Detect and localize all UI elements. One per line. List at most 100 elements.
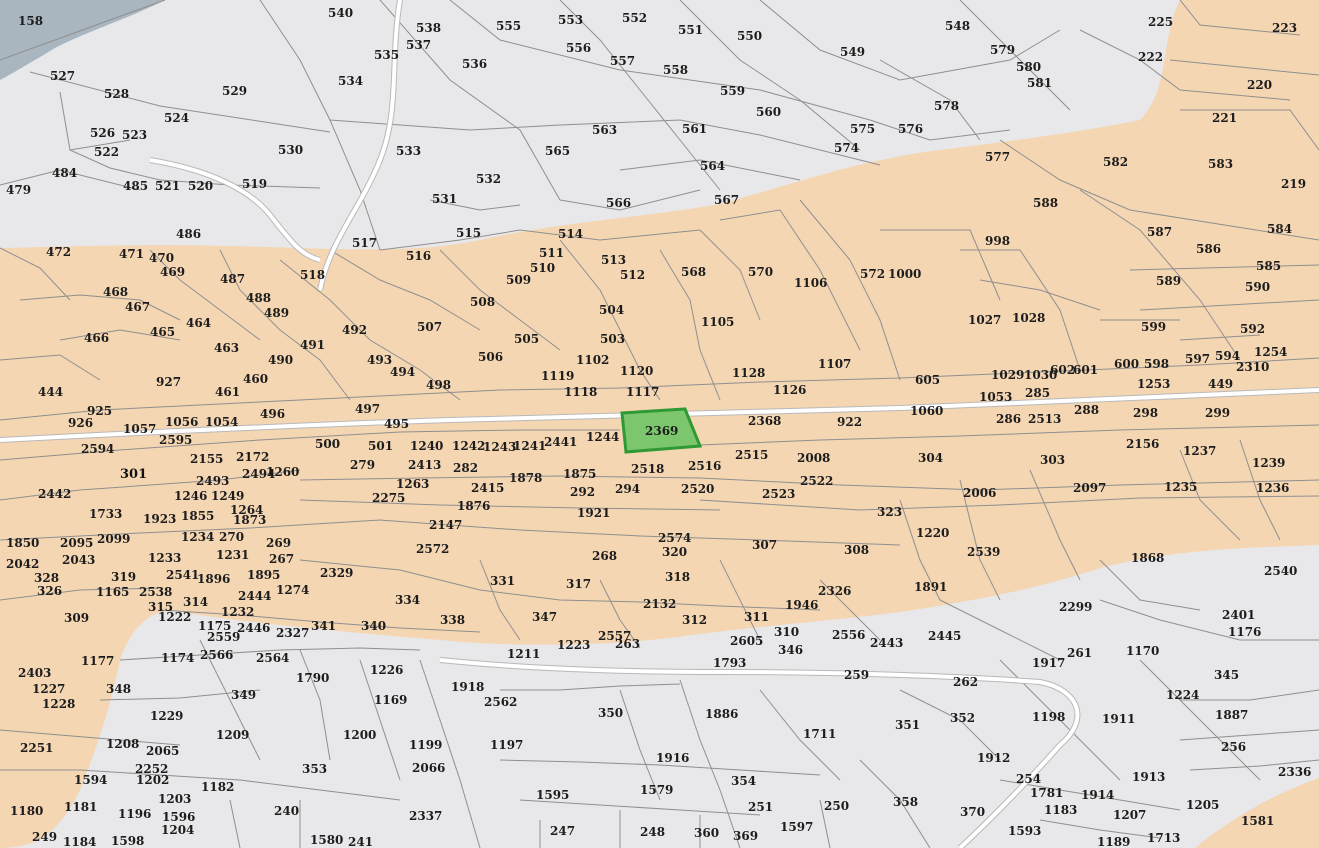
parcel-label: 315 [148,600,173,614]
parcel-boundary [519,799,761,816]
parcel-label: 549 [840,45,865,59]
parcel-boundary [659,249,721,401]
parcel-label: 270 [219,530,244,544]
parcel-label: 1896 [197,572,230,586]
parcel-label: 522 [94,145,119,159]
parcel-boundary [0,469,301,501]
parcel-boundary [1180,109,1319,151]
parcel-label: 1913 [1132,770,1165,784]
parcel-label: 1733 [89,507,122,521]
parcel-label: 319 [111,570,136,584]
parcel-label: 479 [6,183,31,197]
parcel-label: 552 [622,11,647,25]
parcel-label: 292 [570,485,595,499]
parcel-label: 1228 [42,697,75,711]
parcel-label: 467 [125,300,150,314]
parcel-label: 534 [338,74,363,88]
parcel-label: 530 [278,143,303,157]
parcel-boundary [0,429,620,461]
parcel-boundary [1079,29,1291,101]
parcel-boundary [699,229,761,321]
parcel-label: 578 [934,99,959,113]
parcel-label: 2539 [967,545,1000,559]
parcel-boundary [1129,264,1319,271]
parcel-label: 1102 [576,353,609,367]
parcel-boundary [419,659,481,848]
parcel-label: 1914 [1081,788,1114,802]
parcel-label: 299 [1205,406,1230,420]
parcel-boundary [959,479,1001,601]
parcel-label: 1207 [1113,808,1146,822]
parcel-label: 2566 [200,648,233,662]
parcel-label: 2327 [276,626,309,640]
parcel-label: 1243 [483,440,516,454]
parcel-boundary [0,587,161,601]
parcel-boundary [819,579,881,641]
parcel-label: 1916 [656,751,689,765]
parcel-boundary [1169,59,1319,76]
parcel-label: 340 [361,619,386,633]
parcel-label: 1117 [626,385,659,399]
parcel-label: 1886 [705,707,738,721]
parcel-label: 470 [149,251,174,265]
parcel-label: 351 [895,718,920,732]
parcel-label: 1891 [914,580,947,594]
parcel-label: 575 [850,122,875,136]
parcel-label: 583 [1208,157,1233,171]
parcel-boundary [379,229,701,251]
parcel-label: 486 [176,227,201,241]
parcel-label: 1126 [773,383,806,397]
parcel-label: 350 [598,706,623,720]
parcel-label: 465 [150,325,175,339]
parcel-label: 1236 [1256,481,1289,495]
parcel-label: 1199 [409,738,442,752]
parcel-label: 582 [1103,155,1128,169]
parcel-label: 1580 [310,833,343,847]
parcel-label: 600 [1114,357,1139,371]
parcel-label: 484 [52,166,77,180]
parcel-boundary [0,0,166,61]
parcel-label: 1223 [557,638,590,652]
parcel-label: 358 [893,795,918,809]
parcel-boundary [1139,659,1261,781]
parcel-label: 1876 [457,499,490,513]
parcel-label: 2326 [818,584,851,598]
parcel-label: 308 [844,543,869,557]
parcel-label: 1118 [564,385,597,399]
parcel-label: 2368 [748,414,781,428]
parcel-boundary [759,0,1061,81]
parcel-label: 563 [592,123,617,137]
parcel-label: 354 [731,774,756,788]
parcel-boundary [499,759,821,776]
parcel-label: 1239 [1252,456,1285,470]
highlighted-parcel[interactable] [620,407,703,454]
parcel-label: 577 [985,150,1010,164]
parcel-label: 1240 [410,439,443,453]
parcel-boundary [0,354,101,381]
parcel-boundary [1239,439,1281,541]
parcel-boundary [1179,729,1319,741]
parcel-label: 1231 [216,548,249,562]
parcel-label: 263 [615,637,640,651]
parcel-label: 533 [396,144,421,158]
parcel-label: 2493 [196,474,229,488]
parcel-label: 503 [600,332,625,346]
parcel-label: 2172 [236,450,269,464]
parcel-label: 2556 [832,628,865,642]
parcel-label: 1598 [111,834,144,848]
parcel-label: 597 [1185,352,1210,366]
parcel-label: 2574 [658,531,691,545]
parcel-label: 2252 [135,762,168,776]
parcel-label: 590 [1245,280,1270,294]
parcel-boundary [149,249,261,341]
parcel-label: 491 [300,338,325,352]
parcel-label: 2445 [928,629,961,643]
parcel-boundary [229,799,241,848]
parcel-label: 2515 [735,448,768,462]
parcel-label: 581 [1027,76,1052,90]
parcel-label: 1581 [1241,814,1274,828]
parcel-label: 2251 [20,741,53,755]
parcel-label: 1189 [1097,835,1130,848]
